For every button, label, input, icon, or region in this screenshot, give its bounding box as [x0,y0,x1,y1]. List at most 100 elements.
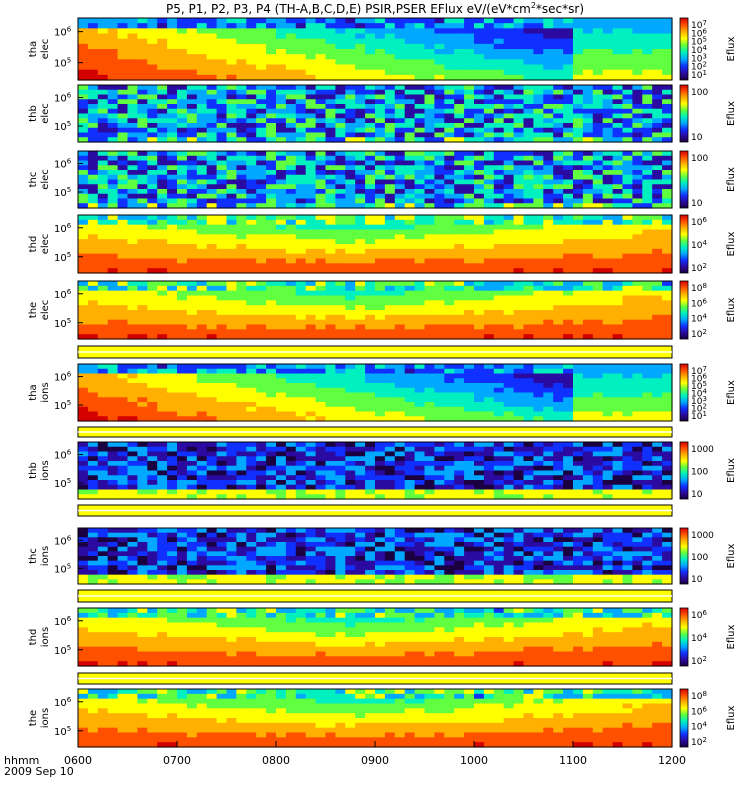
heat-cell [117,54,129,60]
heat-cell [592,198,604,204]
heat-cell [434,319,445,326]
heat-cell [186,193,198,200]
heat-cell [553,104,564,110]
heat-cell [444,470,455,476]
heat-cell [414,85,426,91]
heat-cell [345,170,356,176]
heat-cell [137,368,148,375]
heat-cell [206,28,218,35]
heat-cell [563,137,574,143]
heat-cell [266,480,277,486]
heat-cell [137,387,148,394]
heat-cell [97,475,109,481]
heat-cell [404,329,416,335]
heat-cell [563,253,574,260]
heat-cell [592,253,604,260]
heat-cell [533,387,544,394]
heat-cell [117,334,129,340]
heat-cell [315,99,327,105]
heat-cell [434,465,445,472]
heat-cell [652,224,663,231]
heat-cell [107,475,119,481]
heat-cell [563,383,574,389]
heat-cell [573,295,584,301]
heat-cell [335,229,346,235]
heat-cell [186,387,198,394]
heat-cell [107,295,119,301]
heat-cell [424,74,435,81]
heat-cell [117,489,129,495]
heat-cell [414,104,426,110]
heat-cell [642,89,653,96]
heat-cell [573,189,584,195]
heat-cell [434,239,445,245]
heat-cell [256,461,267,467]
heat-cell [107,43,119,50]
heat-cell [503,23,515,29]
heat-cell [394,99,406,105]
heat-cell [305,54,317,60]
heat-cell [285,470,297,476]
heat-cell [493,189,505,195]
heat-cell [375,253,386,260]
heat-cell [612,193,624,200]
heat-cell [652,174,663,181]
heat-cell [543,43,554,50]
heat-cell [325,244,336,250]
heat-cell [523,319,534,326]
heat-cell [315,123,327,129]
heat-cell [414,411,426,417]
heat-cell [315,244,327,250]
heat-cell [444,219,455,226]
heat-cell [266,383,277,389]
heat-cell [493,300,505,306]
heat-cell [325,368,336,375]
heat-cell [424,411,435,417]
heat-cell [78,94,89,100]
heat-cell [206,334,218,340]
heat-cell [335,319,346,326]
heat-cell [622,170,633,176]
heat-cell [365,132,376,138]
heat-cell [513,310,525,316]
heat-cell [493,456,505,462]
heat-cell [226,244,237,250]
heat-cell [196,203,208,209]
heat-cell [78,160,89,166]
heat-cell [642,373,653,379]
heat-cell [87,465,99,472]
heat-cell [345,85,356,91]
heat-cell [137,310,148,316]
heat-cell [592,314,604,321]
heat-cell [87,314,99,321]
heat-cell [236,160,247,166]
heat-cell [315,219,327,226]
heat-cell [365,43,376,50]
heat-cell [107,28,119,35]
heat-cell [444,54,455,60]
heat-cell [127,290,138,297]
heat-cell [315,59,327,66]
heat-cell [97,456,109,462]
heat-cell [157,406,168,413]
heat-cell [196,118,208,124]
heat-cell [325,155,336,162]
heat-cell [256,123,267,129]
panel-frame [77,17,673,81]
heat-cell [523,127,534,134]
heat-cell [167,189,178,195]
heat-cell [513,461,525,467]
heat-cell [375,461,386,467]
heat-cell [216,165,228,171]
heat-cell [464,108,475,115]
heat-cell [394,18,406,24]
heat-cell [424,373,435,379]
heat-cell [454,494,465,500]
heat-cell [493,28,505,35]
heat-cell [533,494,544,500]
heat-cell [325,334,336,340]
heat-cell [107,310,119,316]
heat-cell [186,281,198,287]
heat-cell [582,416,594,422]
